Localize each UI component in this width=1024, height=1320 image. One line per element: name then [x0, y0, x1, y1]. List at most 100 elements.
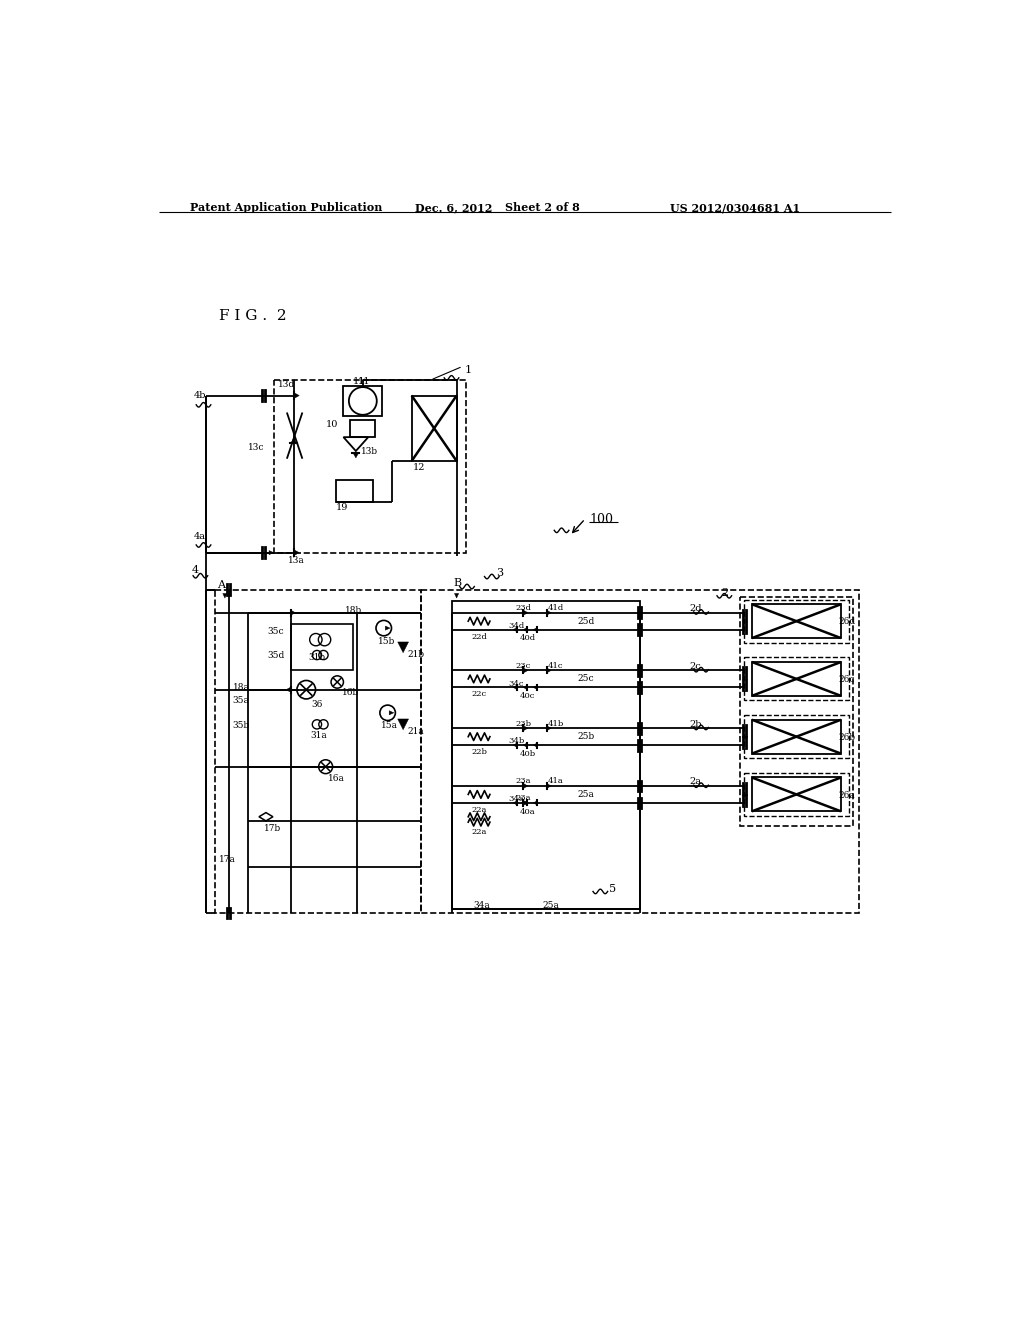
- Text: 35b: 35b: [232, 721, 250, 730]
- Bar: [215, 590, 421, 913]
- Polygon shape: [523, 801, 527, 805]
- Bar: [336, 480, 373, 502]
- Polygon shape: [385, 626, 390, 630]
- Bar: [752, 663, 841, 696]
- Text: 13b: 13b: [360, 447, 378, 457]
- Text: 2b: 2b: [689, 719, 701, 729]
- Polygon shape: [513, 743, 517, 747]
- Text: 11: 11: [357, 378, 370, 385]
- Text: 13d: 13d: [278, 380, 295, 389]
- Text: 16b: 16b: [342, 688, 359, 697]
- Text: 25c: 25c: [578, 675, 594, 684]
- Text: 18b: 18b: [345, 606, 362, 615]
- Polygon shape: [534, 743, 538, 747]
- Text: 16a: 16a: [328, 775, 345, 783]
- Text: 34a: 34a: [509, 795, 524, 803]
- Text: 40b: 40b: [519, 750, 536, 758]
- Text: 22a: 22a: [471, 807, 486, 814]
- Text: 35c: 35c: [267, 627, 284, 635]
- Text: 15b: 15b: [378, 636, 395, 645]
- Text: 13c: 13c: [248, 444, 264, 453]
- Text: 35d: 35d: [267, 651, 285, 660]
- Polygon shape: [534, 801, 538, 805]
- Polygon shape: [223, 594, 227, 598]
- Text: 21b: 21b: [407, 649, 424, 659]
- Bar: [752, 777, 841, 812]
- Polygon shape: [523, 743, 527, 747]
- Polygon shape: [397, 719, 409, 730]
- Bar: [452, 601, 640, 909]
- Bar: [273, 380, 466, 553]
- Text: Dec. 6, 2012: Dec. 6, 2012: [415, 202, 493, 214]
- Polygon shape: [269, 550, 273, 554]
- Text: 26c: 26c: [839, 675, 855, 684]
- Text: 31a: 31a: [310, 730, 327, 739]
- Text: 10: 10: [326, 420, 338, 429]
- Text: 5: 5: [608, 884, 615, 894]
- Polygon shape: [291, 438, 297, 444]
- Polygon shape: [547, 610, 551, 615]
- Text: US 2012/0304681 A1: US 2012/0304681 A1: [671, 202, 801, 214]
- Text: 23a: 23a: [515, 795, 531, 803]
- Text: 35a: 35a: [232, 696, 250, 705]
- Polygon shape: [513, 685, 517, 689]
- Polygon shape: [353, 453, 358, 458]
- Polygon shape: [534, 627, 538, 632]
- Text: 31b: 31b: [308, 653, 326, 661]
- Polygon shape: [523, 627, 527, 632]
- Text: 25a: 25a: [543, 900, 559, 909]
- Text: 100: 100: [589, 512, 613, 525]
- Text: 22c: 22c: [471, 690, 486, 698]
- Text: 22d: 22d: [471, 632, 487, 640]
- Polygon shape: [397, 642, 409, 653]
- Text: 26d: 26d: [839, 618, 856, 626]
- Text: 1: 1: [465, 364, 472, 375]
- Text: 17b: 17b: [263, 824, 281, 833]
- Text: 41b: 41b: [548, 719, 564, 727]
- Text: 3: 3: [496, 568, 503, 578]
- Bar: [412, 396, 457, 461]
- Polygon shape: [523, 726, 528, 731]
- Bar: [740, 597, 853, 826]
- Text: 40a: 40a: [519, 808, 535, 816]
- Text: Sheet 2 of 8: Sheet 2 of 8: [505, 202, 580, 214]
- Text: 23b: 23b: [515, 719, 531, 727]
- Text: 36: 36: [311, 700, 323, 709]
- Text: 2: 2: [722, 589, 729, 598]
- Bar: [350, 420, 375, 437]
- Text: 34d: 34d: [509, 622, 524, 630]
- Bar: [421, 590, 859, 913]
- Bar: [752, 605, 841, 638]
- Text: 23d: 23d: [515, 605, 531, 612]
- Polygon shape: [513, 801, 517, 805]
- Text: 26b: 26b: [839, 733, 856, 742]
- Text: 22a: 22a: [471, 829, 486, 837]
- Text: 2d: 2d: [689, 605, 701, 614]
- Text: 21a: 21a: [407, 726, 424, 735]
- Text: 34a: 34a: [473, 900, 489, 909]
- Text: 40c: 40c: [519, 692, 535, 700]
- Text: 41c: 41c: [548, 663, 563, 671]
- Text: 11: 11: [352, 378, 366, 385]
- Text: 34c: 34c: [509, 680, 524, 688]
- Polygon shape: [294, 549, 299, 556]
- Text: A: A: [217, 581, 225, 590]
- Polygon shape: [547, 668, 551, 673]
- Text: 4a: 4a: [194, 532, 206, 541]
- Bar: [343, 385, 382, 416]
- Text: 40d: 40d: [519, 635, 536, 643]
- Polygon shape: [513, 627, 517, 632]
- Text: 15a: 15a: [381, 721, 398, 730]
- Polygon shape: [547, 783, 551, 788]
- Text: 22b: 22b: [471, 748, 487, 756]
- Bar: [744, 599, 849, 643]
- Text: 25d: 25d: [578, 616, 595, 626]
- Polygon shape: [294, 392, 299, 399]
- Polygon shape: [523, 800, 528, 805]
- Text: 2c: 2c: [689, 663, 700, 671]
- Text: B: B: [454, 578, 462, 587]
- Polygon shape: [534, 685, 538, 689]
- Text: 4: 4: [191, 565, 199, 576]
- Bar: [752, 719, 841, 754]
- Text: 26a: 26a: [839, 791, 855, 800]
